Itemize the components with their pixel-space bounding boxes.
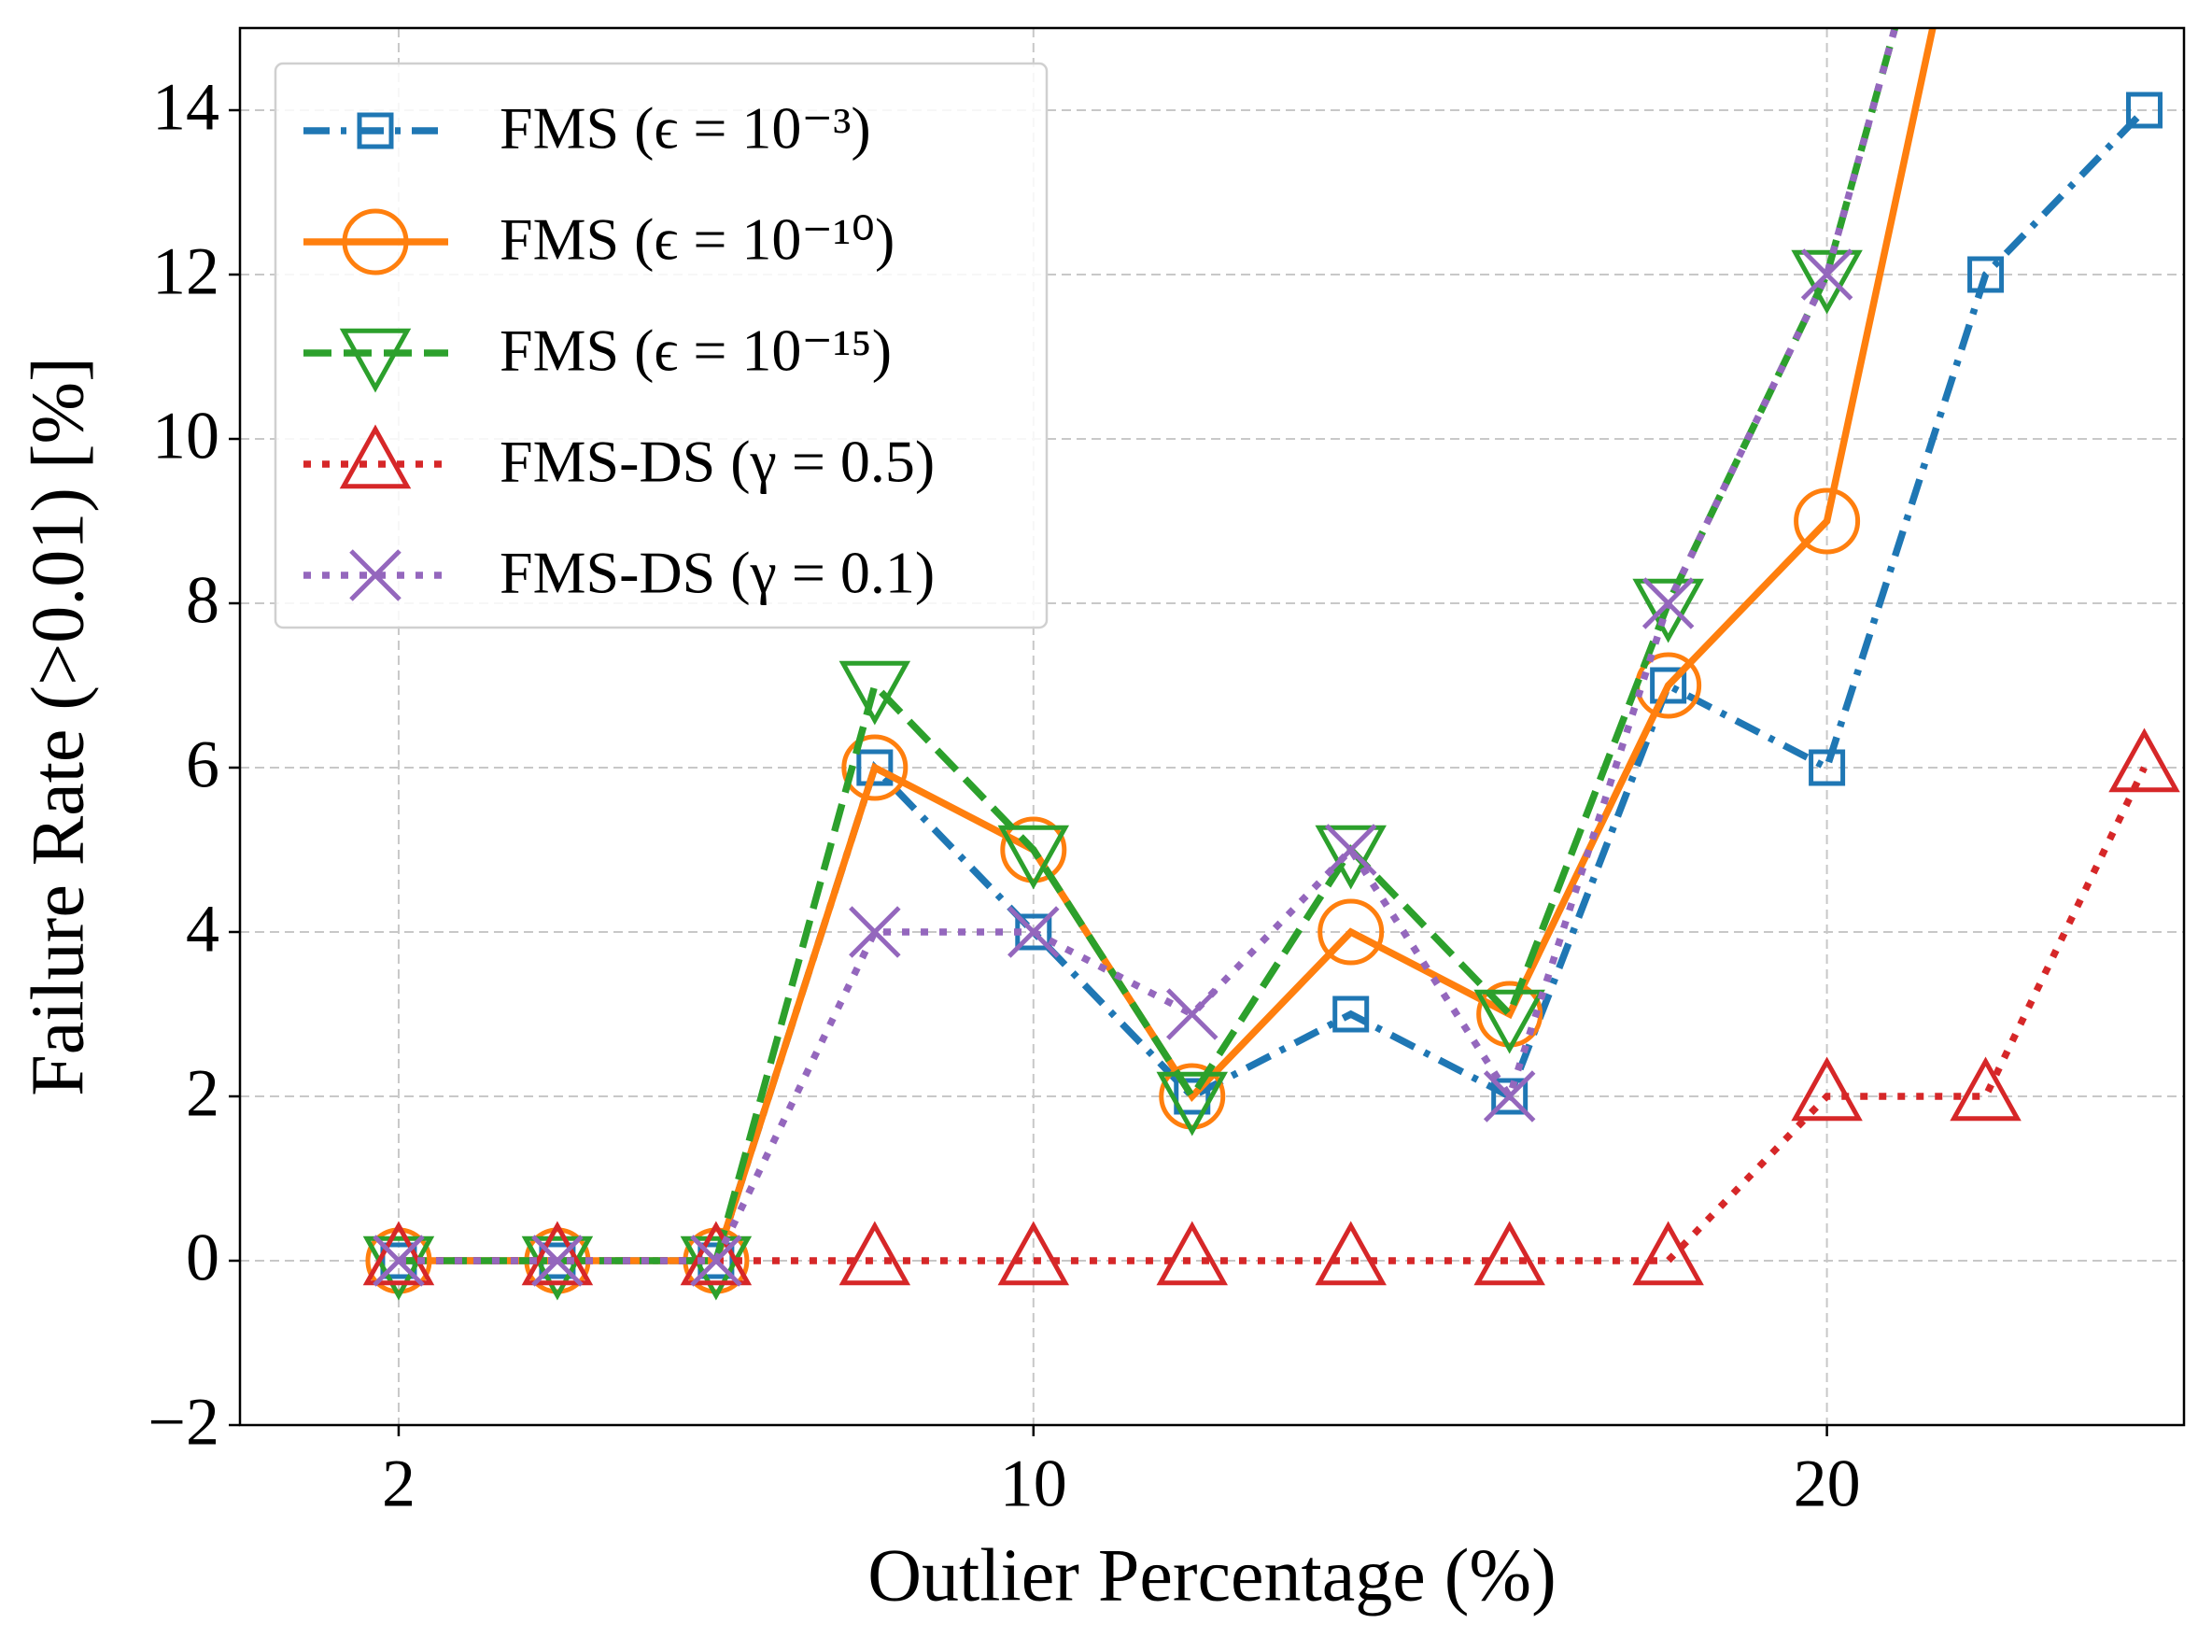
y-tick-label: 2 <box>186 1056 219 1131</box>
marker <box>1007 906 1060 958</box>
marker <box>1315 1221 1387 1286</box>
marker <box>1165 988 1219 1040</box>
marker <box>357 112 394 149</box>
y-axis-label: Failure Rate (>0.01) [%] <box>17 357 99 1096</box>
y-tick-label: 4 <box>186 892 219 967</box>
marker <box>1967 256 2005 293</box>
marker <box>1491 1078 1529 1115</box>
marker <box>1632 1221 1704 1286</box>
marker <box>531 1235 584 1287</box>
y-tick-label: 10 <box>152 399 219 473</box>
marker <box>1791 1056 1863 1122</box>
marker <box>349 549 402 601</box>
marker <box>1800 248 1853 301</box>
marker <box>841 734 909 801</box>
marker <box>339 424 412 489</box>
marker <box>2126 92 2163 129</box>
marker <box>1156 1221 1229 1286</box>
marker <box>1791 249 1863 315</box>
marker <box>1483 1070 1536 1123</box>
marker <box>1473 1221 1545 1286</box>
axes: −2 0 2 4 6 8 10 12 14 2 10 20 <box>148 70 1860 1521</box>
marker <box>1315 825 1387 890</box>
y-tick-label: 14 <box>152 70 219 145</box>
marker <box>342 208 409 275</box>
marker <box>1174 1078 1211 1115</box>
marker <box>856 749 894 786</box>
marker <box>339 328 412 393</box>
marker <box>680 1235 753 1301</box>
marker <box>1473 989 1545 1054</box>
legend-label: FMS (ϵ = 10⁻¹⁰) <box>500 206 895 273</box>
marker <box>838 660 911 726</box>
x-tick-label: 2 <box>382 1447 416 1521</box>
marker <box>1156 1071 1229 1137</box>
marker <box>849 906 901 958</box>
x-tick-label: 20 <box>1794 1447 1861 1521</box>
y-tick-label: −2 <box>148 1385 219 1460</box>
marker <box>1641 577 1695 629</box>
y-tick-label: 6 <box>186 727 219 802</box>
marker <box>1632 578 1704 643</box>
marker <box>521 1235 594 1301</box>
marker <box>1794 487 1861 555</box>
series-line <box>398 28 1899 1264</box>
marker <box>997 1221 1070 1286</box>
marker <box>1324 824 1377 876</box>
plot-frame <box>238 26 2186 1427</box>
y-tick-label: 0 <box>186 1221 219 1295</box>
x-tick-label: 10 <box>1000 1447 1067 1521</box>
marker <box>373 1235 425 1287</box>
legend-label: FMS (ϵ = 10⁻¹⁵) <box>500 318 892 384</box>
y-tick-label: 12 <box>152 234 219 309</box>
marker <box>680 1221 753 1286</box>
marker <box>362 1221 435 1286</box>
marker <box>1809 749 1846 786</box>
marker <box>1950 1056 2022 1122</box>
marker <box>838 1221 911 1286</box>
legend-label: FMS-DS (γ = 0.1) <box>500 540 935 606</box>
marker <box>521 1221 594 1286</box>
legend-box <box>274 62 1049 629</box>
marker <box>2108 727 2180 793</box>
legend-label: FMS (ϵ = 10⁻³) <box>500 95 871 162</box>
marker <box>362 1235 435 1301</box>
marker <box>1650 667 1687 704</box>
legend: FMS (ϵ = 10⁻³) FMS (ϵ = 10⁻¹⁰) FMS (ϵ = 10… <box>274 62 1049 629</box>
marker <box>1317 898 1385 966</box>
marker <box>997 825 1070 890</box>
plot-area <box>362 28 2180 1301</box>
y-tick-label: 8 <box>186 563 219 638</box>
x-axis-label: Outlier Percentage (%) <box>867 1534 1556 1617</box>
legend-label: FMS-DS (γ = 0.5) <box>500 429 935 495</box>
marker <box>690 1235 742 1287</box>
marker <box>1332 995 1370 1033</box>
